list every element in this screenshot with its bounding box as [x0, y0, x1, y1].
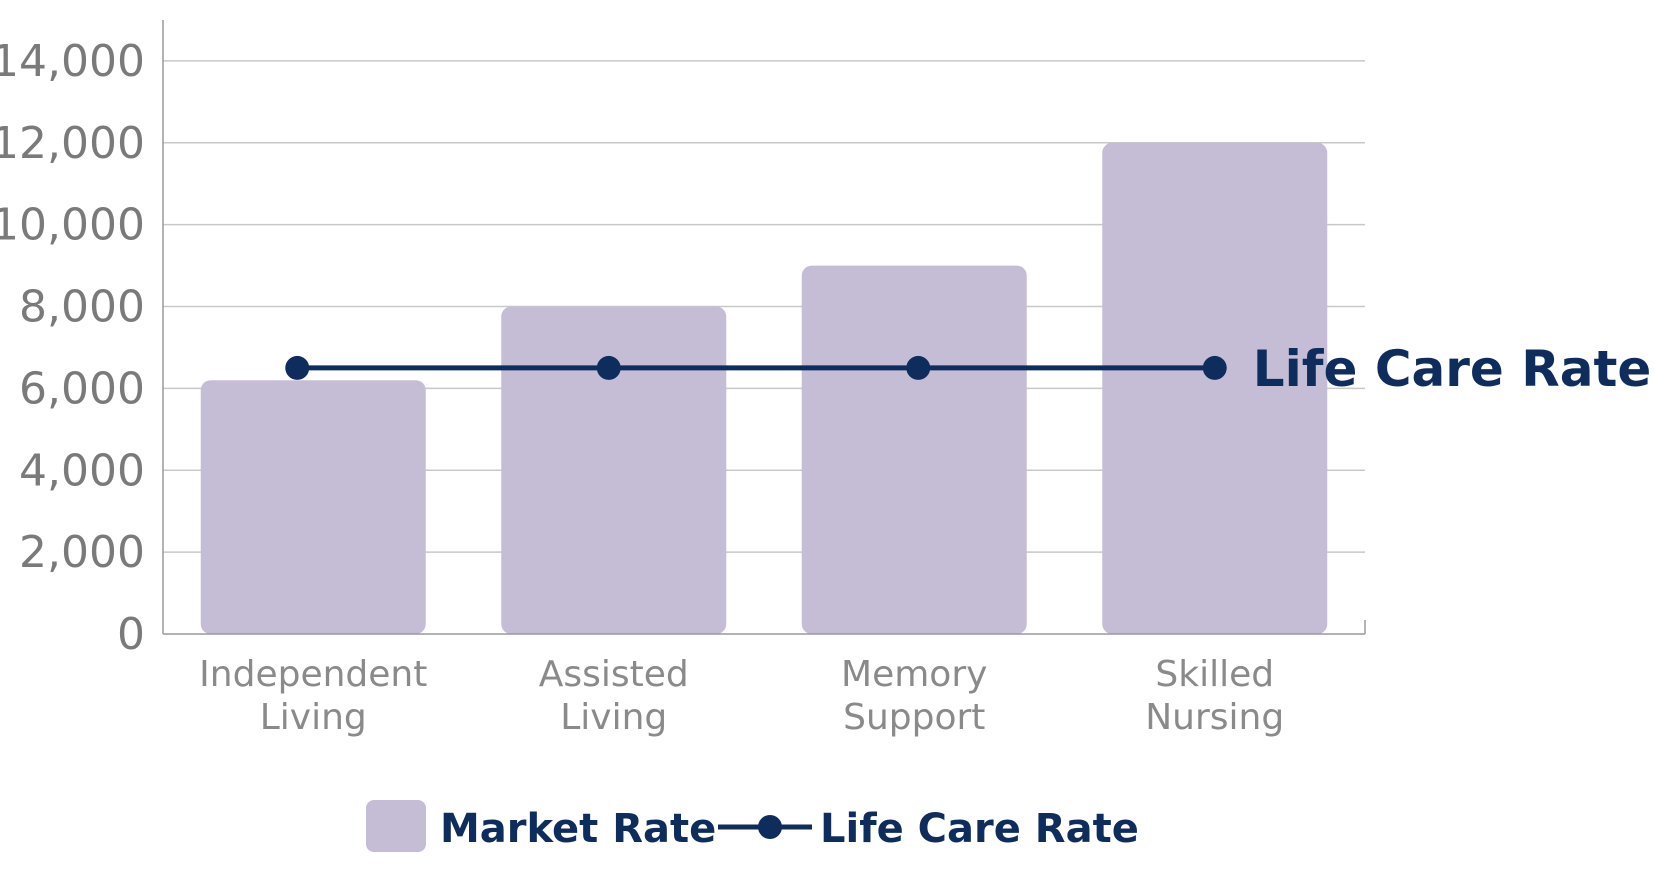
life-care-rate-point	[1202, 355, 1227, 380]
y-tick-label: 0	[117, 609, 145, 660]
axes	[162, 20, 1366, 635]
legend-swatch-market-rate	[366, 800, 426, 852]
y-axis-ticks: 0 2,000 4,000 6,000 8,000 10,000 12,000 14,000	[0, 36, 145, 660]
bar-market-rate	[1102, 142, 1328, 635]
x-axis-labels: IndependentLivingAssistedLivingMemorySup…	[199, 654, 1284, 738]
y-tick-label: 14,000	[0, 36, 145, 87]
x-tick-label: Support	[843, 697, 985, 738]
life-care-rate-end-label: Life Care Rate	[1253, 340, 1652, 398]
legend: Market Rate Life Care Rate	[366, 800, 1139, 852]
x-tick-label: Independent	[199, 654, 427, 695]
y-tick-label: 6,000	[19, 363, 145, 414]
bar-market-rate	[501, 306, 727, 634]
bar-market-rate	[801, 265, 1027, 634]
x-tick-label: Memory	[841, 654, 987, 695]
market-rate-bars	[200, 142, 1328, 635]
life-care-rate-point	[285, 355, 310, 380]
y-tick-label: 12,000	[0, 118, 145, 169]
x-tick-label: Skilled	[1155, 654, 1274, 695]
legend-label-life-care-rate: Life Care Rate	[820, 806, 1139, 852]
legend-swatch-point	[758, 815, 782, 839]
y-tick-label: 8,000	[19, 282, 145, 333]
x-tick-label: Nursing	[1145, 697, 1284, 738]
x-tick-label: Assisted	[539, 654, 689, 695]
legend-label-market-rate: Market Rate	[440, 806, 716, 852]
y-tick-label: 4,000	[19, 445, 145, 496]
life-care-rate-point	[906, 355, 931, 380]
life-care-rate-point	[596, 355, 621, 380]
y-tick-label: 10,000	[0, 200, 145, 251]
y-tick-label: 2,000	[19, 527, 145, 578]
life-care-rate-line: Life Care Rate	[285, 340, 1651, 398]
x-tick-label: Living	[260, 697, 367, 738]
bar-market-rate	[200, 380, 426, 634]
x-tick-label: Living	[560, 697, 667, 738]
